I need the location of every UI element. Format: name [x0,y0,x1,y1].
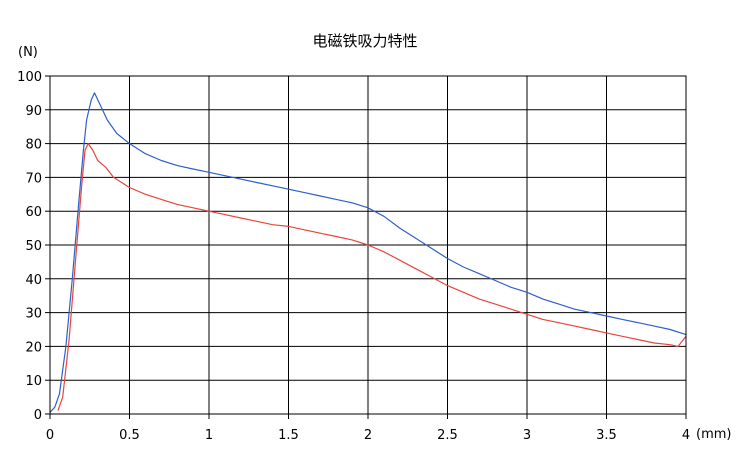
series-line-1 [49,92,687,413]
y-tick-label: 20 [25,340,42,355]
y-tick-label: 90 [25,104,42,119]
y-tick-label: 40 [25,273,42,288]
y-tick-labels: 0 10 20 30 40 50 60 70 80 90 100 [17,70,42,423]
plot-frame [49,75,687,415]
tick-marks [45,75,687,419]
x-tick-label: 3.5 [596,428,617,443]
y-tick-label: 50 [25,239,42,254]
y-tick-label: 30 [25,307,42,322]
y-tick-label: 70 [25,171,42,186]
x-tick-label: 1.5 [278,428,299,443]
y-tick-label: 10 [25,374,42,389]
x-tick-label: 0.5 [119,428,140,443]
series-line-2 [57,143,687,411]
x-tick-labels: 0 0.5 1 1.5 2 2.5 3 3.5 4 [46,428,690,443]
x-tick-label: 0 [46,428,54,443]
x-axis-label: (mm) [696,427,731,442]
grid [50,76,686,414]
chart-title: 电磁铁吸力特性 [312,32,417,50]
x-tick-label: 2 [364,428,372,443]
y-tick-label: 100 [17,70,42,85]
y-tick-label: 0 [34,408,42,423]
x-tick-label: 1 [205,428,213,443]
series-layer [49,92,687,413]
y-axis-label: (N) [18,45,38,60]
x-tick-label: 3 [523,428,531,443]
x-tick-label: 4 [682,428,690,443]
y-tick-label: 60 [25,205,42,220]
y-tick-label: 80 [25,138,42,153]
x-tick-label: 2.5 [437,428,458,443]
